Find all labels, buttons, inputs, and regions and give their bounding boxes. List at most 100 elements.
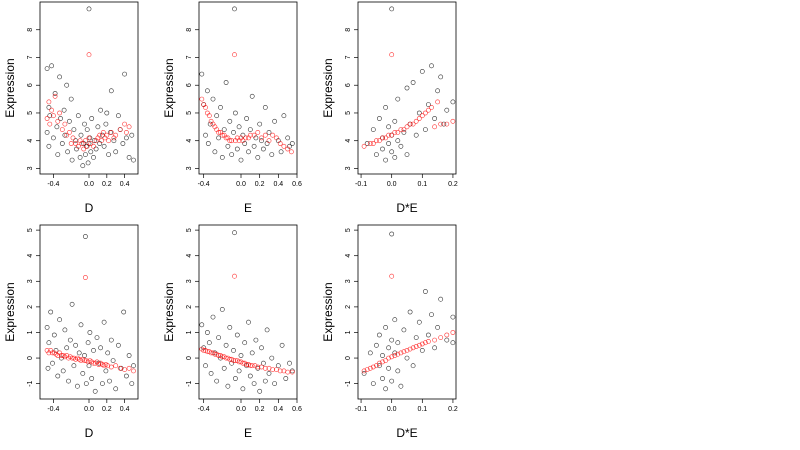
point-s1-12 [398,127,404,133]
point-s0-4 [376,363,382,369]
plot-frame [39,224,139,400]
point-s0-0 [361,370,367,376]
point-s0-10 [218,105,223,110]
point-s0-47 [104,110,110,116]
point-s1-26 [251,132,257,138]
point-s1-22 [429,105,434,110]
point-s0-33 [444,107,450,113]
point-s1-14 [404,124,410,130]
point-s1-16 [229,138,235,144]
point-s0-19 [232,376,238,381]
point-s0-46 [126,353,132,358]
x-tick-label: 0.0 [387,406,397,413]
x-axis-label: D [85,201,94,215]
point-s0-29 [429,312,434,317]
y-axis-label: Expression [321,282,335,341]
point-s1-24 [438,335,444,340]
point-s0-26 [419,347,425,353]
x-tick-label: -0.4 [198,406,210,413]
point-s1-17 [410,345,416,351]
point-s0-41 [279,342,285,348]
point-s1-17 [413,118,419,124]
point-s0-5 [376,332,382,338]
point-s0-23 [83,234,88,239]
point-s0-45 [101,143,107,149]
y-tick-label: 7 [27,55,34,59]
point-s1-39 [126,124,132,130]
point-s1-32 [106,138,111,144]
point-s0-39 [91,138,97,144]
point-s0-51 [111,138,117,144]
y-tick-label: 1 [186,330,193,334]
plot-frame [198,1,298,175]
point-s1-14 [69,355,75,361]
point-s0-3 [376,116,382,121]
point-s1-41 [131,368,136,374]
point-s0-19 [398,383,404,389]
point-s1-27 [97,132,103,138]
point-s0-23 [75,113,81,119]
point-s1-31 [104,132,110,138]
point-s1-7 [383,358,388,363]
point-s0-20 [71,127,77,133]
point-s1-33 [108,129,114,135]
point-s0-24 [83,381,89,386]
point-s1-7 [386,132,391,138]
point-s0-23 [240,386,246,392]
point-s0-15 [69,301,75,307]
point-s0-36 [88,149,94,155]
x-tick-label: -0.4 [47,181,59,188]
point-s0-40 [275,363,281,369]
point-s0-1 [44,129,50,135]
point-s0-7 [55,373,61,379]
point-s1-7 [57,110,62,116]
point-s0-22 [238,353,244,358]
point-s0-29 [251,143,257,149]
y-tick-label: 5 [345,111,352,115]
panel-4: -0.4 0.0 0.2 0.4 -1 0 1 2 3 4 5 D Expression [3,224,139,440]
point-s1-10 [392,129,398,135]
point-s1-9 [389,52,395,58]
point-s0-8 [54,124,60,130]
point-s0-32 [85,160,91,166]
point-s0-40 [110,358,116,363]
point-s0-6 [53,347,59,353]
y-tick-label: 4 [27,139,34,143]
point-s1-34 [281,143,287,149]
point-s1-35 [285,146,291,152]
x-tick-label: 0.2 [102,181,112,188]
point-s1-38 [117,365,123,371]
point-s0-11 [62,327,68,333]
point-s0-3 [204,88,210,94]
point-s0-31 [84,127,90,133]
point-s1-18 [232,273,237,279]
panel-3: -0.1 0.0 0.1 0.2 3 4 5 6 7 8 D*E Expression [321,1,458,215]
x-tick-label: -0.1 [355,181,367,188]
point-s1-23 [88,141,94,146]
point-s0-44 [121,309,127,315]
point-s0-13 [389,231,395,237]
point-s0-34 [450,314,456,320]
point-s0-30 [253,337,259,343]
x-tick-label: -0.1 [355,406,367,413]
y-tick-label: 3 [27,166,34,170]
point-s1-20 [84,143,90,149]
y-axis-label: Expression [3,58,17,117]
y-tick-label: 3 [27,279,34,283]
point-s0-12 [389,337,395,343]
point-s0-8 [214,378,220,384]
point-s1-2 [47,121,53,127]
point-s0-16 [71,363,77,369]
y-tick-label: 3 [186,279,193,283]
point-s0-21 [80,370,86,376]
point-s0-19 [404,85,410,91]
point-s1-27 [247,363,253,369]
y-tick-label: 0 [27,356,34,360]
y-tick-label: 3 [345,279,352,283]
plot-frame [39,1,139,175]
point-s0-12 [389,149,395,155]
point-s0-13 [66,378,71,384]
point-s0-37 [105,350,111,356]
point-s0-28 [82,121,87,127]
y-tick-label: 7 [345,55,352,59]
